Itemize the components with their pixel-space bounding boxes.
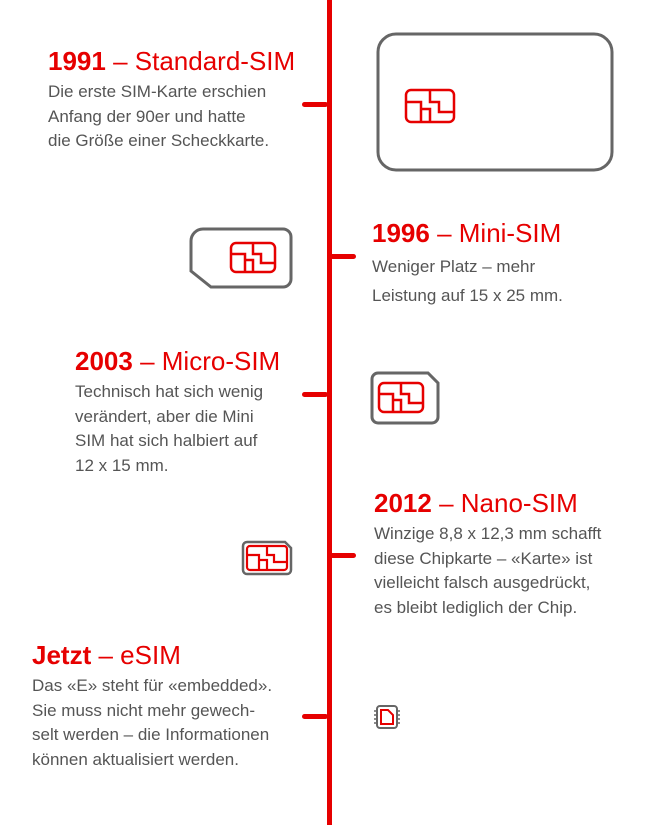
entry-title: 1991 – Standard-SIM — [48, 46, 296, 76]
nano-sim-icon — [241, 540, 293, 576]
timeline-tick-1991 — [302, 102, 328, 107]
entry-description: Das «E» steht für «embedded». Sie muss ni… — [32, 676, 273, 769]
entry-jetzt: Jetzt – eSIM Das «E» steht für «embedded… — [32, 640, 272, 772]
timeline-tick-2003 — [302, 392, 328, 397]
micro-sim-icon — [370, 371, 440, 425]
entry-title: 2012 – Nano-SIM — [374, 488, 578, 518]
timeline-tick-jetzt — [302, 714, 328, 719]
entry-description: Weniger Platz – mehr Leistung auf 15 x 25… — [372, 257, 563, 305]
entry-title: Jetzt – eSIM — [32, 640, 181, 670]
entry-title: 2003 – Micro-SIM — [75, 346, 281, 376]
entry-description: Winzige 8,8 x 12,3 mm schafft diese Chipk… — [374, 524, 602, 617]
entry-description: Die erste SIM-Karte erschien Anfang der 9… — [48, 82, 270, 150]
timeline-tick-1996 — [330, 254, 356, 259]
esim-chip-icon — [374, 705, 400, 729]
entry-description: Technisch hat sich wenig verändert, aber … — [75, 382, 264, 475]
mini-sim-icon — [189, 227, 293, 289]
standard-sim-card-icon — [376, 32, 614, 172]
entry-1991: 1991 – Standard-SIM Die erste SIM-Karte … — [48, 46, 295, 154]
timeline-tick-2012 — [330, 553, 356, 558]
entry-2003: 2003 – Micro-SIM Technisch hat sich weni… — [75, 346, 280, 478]
entry-1996: 1996 – Mini-SIM Weniger Platz – mehr Leis… — [372, 218, 563, 310]
entry-2012: 2012 – Nano-SIM Winzige 8,8 x 12,3 mm sc… — [374, 488, 601, 620]
timeline-axis — [327, 0, 332, 825]
entry-title: 1996 – Mini-SIM — [372, 218, 562, 248]
